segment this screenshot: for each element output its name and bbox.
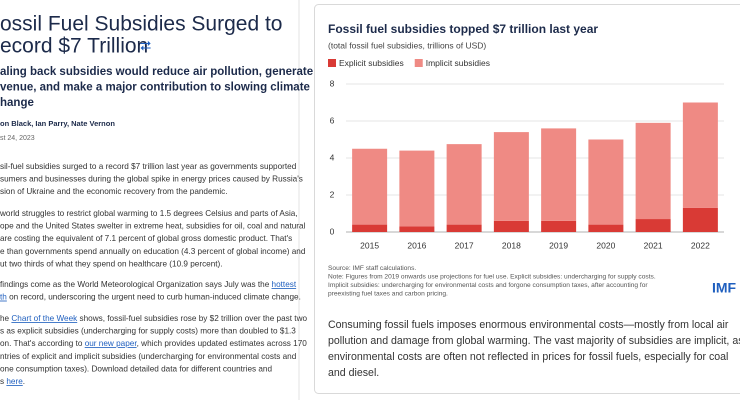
- article-subtitle: venue, and make a major contribution to …: [0, 82, 310, 94]
- y-tick-label: 0: [330, 226, 335, 236]
- source-note: Implicit subsidies: undercharging for en…: [328, 282, 648, 289]
- bar-segment: [352, 148, 388, 225]
- link[interactable]: our new paper: [85, 339, 138, 348]
- bar-segment: [541, 128, 577, 221]
- paragraph-line: ut two thirds of what they spend on heal…: [0, 260, 223, 269]
- logo: IMF: [712, 280, 737, 296]
- text-segment: s: [0, 377, 6, 386]
- text-segment: .: [23, 377, 25, 386]
- paragraph-line: sumers and businesses during the global …: [0, 175, 303, 184]
- article-subtitle: hange: [0, 97, 34, 109]
- chart-title: Fossil fuel subsidies topped $7 trillion…: [328, 22, 598, 36]
- text-segment: findings come as the World Meteorologica…: [0, 280, 272, 289]
- bar-segment: [446, 144, 482, 225]
- share-icon: ⮂: [140, 38, 151, 54]
- date: st 24, 2023: [0, 135, 35, 142]
- text-segment: sil-fuel subsidies surged to a record $7…: [0, 162, 297, 171]
- x-tick-label: 2022: [691, 240, 710, 250]
- paragraph-line: findings come as the World Meteorologica…: [0, 280, 297, 289]
- bar-segment: [635, 219, 671, 232]
- text-segment: s as explicit subsidies (undercharging f…: [0, 327, 296, 336]
- x-tick-label: 2016: [407, 240, 426, 250]
- paragraph-line: are costing the equivalent of 7.1 percen…: [0, 234, 292, 243]
- bar-segment: [352, 224, 388, 232]
- authors: on Black, Ian Parry, Nate Vernon: [0, 119, 115, 128]
- bar-segment: [588, 224, 624, 232]
- paragraph-line: s here.: [0, 377, 25, 386]
- text-segment: world struggles to restrict global warmi…: [0, 209, 298, 218]
- source-note: preexisting fuel taxes and carbon pricin…: [328, 291, 448, 298]
- chart-caption: environmental costs are often not reflec…: [328, 351, 728, 363]
- legend-swatch: [328, 59, 336, 67]
- text-segment: ntries of explicit and implicit subsidie…: [0, 352, 297, 361]
- text-segment: , which provides updated estimates acros…: [137, 339, 308, 348]
- x-tick-label: 2019: [549, 240, 568, 250]
- x-tick-label: 2018: [502, 240, 521, 250]
- bar-segment: [682, 102, 718, 208]
- text-segment: ope and the United States swelter in ext…: [0, 222, 306, 231]
- text-segment: on. That's according to: [0, 339, 85, 348]
- bar-segment: [446, 224, 482, 232]
- paragraph-line: he Chart of the Week shows, fossil-fuel …: [0, 314, 307, 323]
- text-segment: sion of Ukraine and the economic recover…: [0, 187, 228, 196]
- source-note: Source: IMF staff calculations.: [328, 265, 416, 272]
- y-tick-label: 4: [330, 152, 335, 162]
- article-subtitle: aling back subsidies would reduce air po…: [0, 66, 313, 78]
- link[interactable]: here: [6, 377, 23, 386]
- paragraph-line: one consumption taxes). Download detaile…: [0, 365, 272, 374]
- paragraph-line: ntries of explicit and implicit subsidie…: [0, 352, 297, 361]
- article-title: ossil Fuel Subsidies Surged to: [0, 13, 283, 36]
- bar-segment: [682, 207, 718, 232]
- chart-subtitle: (total fossil fuel subsidies, trillions …: [328, 40, 486, 50]
- chart-caption: and diesel.: [328, 367, 379, 379]
- text-segment: e than governments spend annually on edu…: [0, 247, 306, 256]
- bar-segment: [493, 220, 529, 232]
- bar-segment: [541, 220, 577, 232]
- paragraph-line: sion of Ukraine and the economic recover…: [0, 187, 228, 196]
- legend-label: Explicit subsidies: [339, 58, 404, 68]
- link[interactable]: Chart of the Week: [11, 314, 78, 323]
- legend-label: Implicit subsidies: [426, 58, 490, 68]
- paragraph-line: s as explicit subsidies (undercharging f…: [0, 327, 296, 336]
- bar-segment: [399, 150, 435, 227]
- text-segment: on record, underscoring the urgent need …: [7, 293, 301, 302]
- chart-caption: pollution and damage from global warming…: [328, 335, 740, 347]
- bar-segment: [399, 226, 435, 232]
- x-tick-label: 2015: [360, 240, 379, 250]
- bar-segment: [635, 122, 671, 220]
- y-tick-label: 8: [330, 78, 335, 88]
- bar-segment: [493, 132, 529, 221]
- paragraph-line: e than governments spend annually on edu…: [0, 247, 306, 256]
- x-tick-label: 2020: [596, 240, 615, 250]
- text-segment: are costing the equivalent of 7.1 percen…: [0, 234, 292, 243]
- x-tick-label: 2017: [455, 240, 474, 250]
- bar-segment: [588, 139, 624, 225]
- chart-caption: Consuming fossil fuels imposes enormous …: [328, 319, 729, 331]
- x-tick-label: 2021: [644, 240, 663, 250]
- paragraph-line: th on record, underscoring the urgent ne…: [0, 293, 301, 302]
- paragraph-line: sil-fuel subsidies surged to a record $7…: [0, 162, 297, 171]
- article-title: ecord $7 Trillion: [0, 35, 148, 58]
- paragraph-line: world struggles to restrict global warmi…: [0, 209, 298, 218]
- text-segment: ut two thirds of what they spend on heal…: [0, 260, 223, 269]
- paragraph-line: on. That's according to our new paper, w…: [0, 339, 307, 348]
- y-tick-label: 6: [330, 115, 335, 125]
- text-segment: one consumption taxes). Download detaile…: [0, 365, 272, 374]
- y-tick-label: 2: [330, 189, 335, 199]
- text-segment: shows, fossil-fuel subsidies rose by $2 …: [77, 314, 307, 323]
- link[interactable]: hottest: [272, 280, 297, 289]
- source-note: Note: Figures from 2019 onwards use proj…: [328, 273, 656, 280]
- legend-swatch: [414, 59, 423, 67]
- link[interactable]: th: [0, 293, 7, 302]
- text-segment: he: [0, 314, 11, 323]
- text-segment: sumers and businesses during the global …: [0, 175, 303, 184]
- paragraph-line: ope and the United States swelter in ext…: [0, 222, 306, 231]
